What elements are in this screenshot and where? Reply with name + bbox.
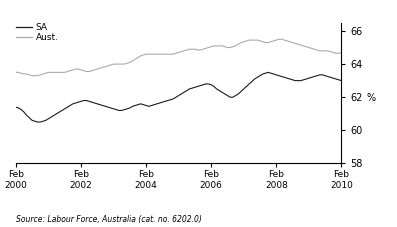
Y-axis label: %: % xyxy=(366,93,376,103)
Legend: SA, Aust.: SA, Aust. xyxy=(16,23,59,42)
Text: Source: Labour Force, Australia (cat. no. 6202.0): Source: Labour Force, Australia (cat. no… xyxy=(16,215,202,225)
